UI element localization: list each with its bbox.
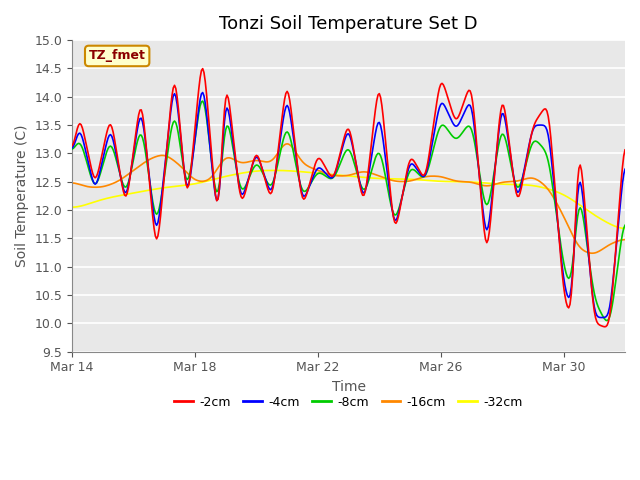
Line: -8cm: -8cm: [72, 101, 625, 321]
Y-axis label: Soil Temperature (C): Soil Temperature (C): [15, 125, 29, 267]
Line: -4cm: -4cm: [72, 93, 625, 318]
Title: Tonzi Soil Temperature Set D: Tonzi Soil Temperature Set D: [220, 15, 478, 33]
X-axis label: Time: Time: [332, 380, 365, 394]
Legend: -2cm, -4cm, -8cm, -16cm, -32cm: -2cm, -4cm, -8cm, -16cm, -32cm: [170, 391, 528, 414]
Line: -32cm: -32cm: [72, 170, 625, 228]
Text: TZ_fmet: TZ_fmet: [89, 49, 146, 62]
Line: -2cm: -2cm: [72, 69, 625, 327]
Line: -16cm: -16cm: [72, 144, 625, 253]
